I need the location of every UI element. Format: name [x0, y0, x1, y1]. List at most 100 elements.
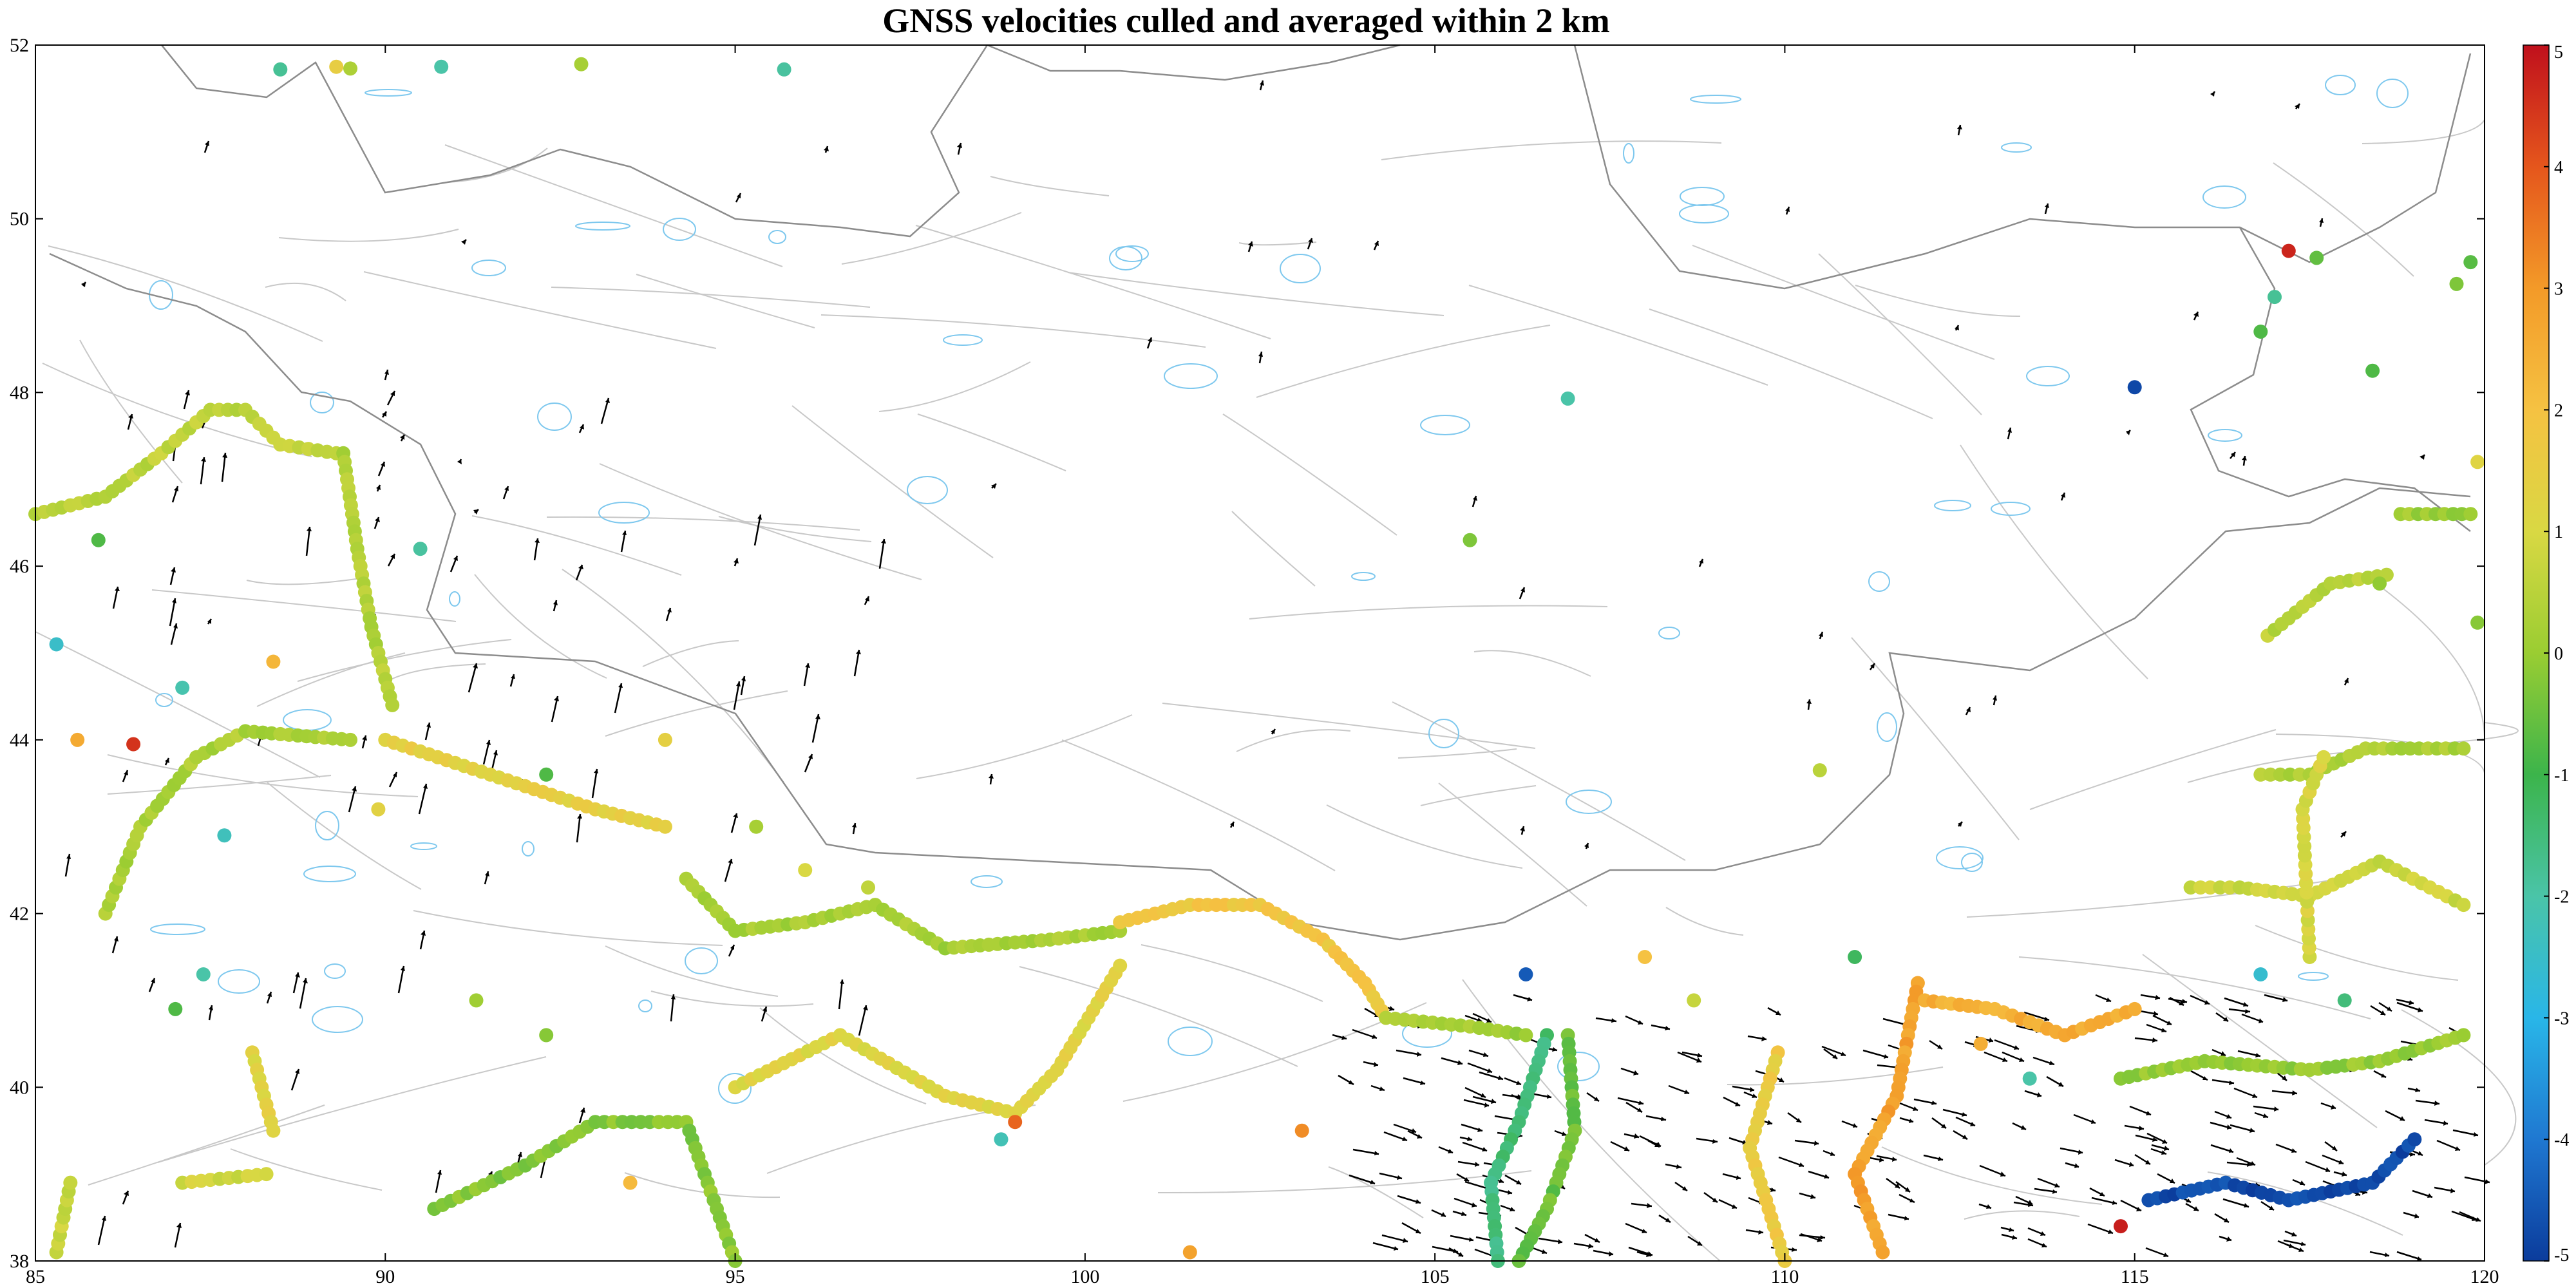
- border-line: [1573, 44, 2472, 290]
- fault-line: [1236, 729, 1351, 752]
- fault-line: [1256, 325, 1551, 398]
- velocity-arrowhead: [375, 517, 380, 522]
- velocity-arrowhead: [2152, 1037, 2157, 1043]
- velocity-arrowhead: [2041, 1243, 2047, 1247]
- velocity-arrowhead: [1417, 1134, 1422, 1139]
- velocity-arrowhead: [2224, 1218, 2229, 1222]
- velocity-arrowhead: [390, 554, 395, 559]
- velocity-arrow: [614, 683, 623, 714]
- velocity-arrowhead: [1732, 1204, 1737, 1209]
- velocity-arrowhead: [1469, 1237, 1473, 1242]
- gnss-point: [2470, 615, 2485, 630]
- gnss-point: [343, 732, 357, 747]
- velocity-arrowhead: [2108, 1229, 2113, 1234]
- velocity-arrowhead: [2243, 1002, 2248, 1007]
- velocity-arrowhead: [1483, 1052, 1488, 1057]
- velocity-arrowhead: [1806, 699, 1812, 704]
- velocity-arrowhead: [473, 663, 478, 668]
- y-tick-label: 50: [10, 209, 29, 230]
- fault-line: [820, 314, 1206, 348]
- velocity-arrowhead: [1552, 1047, 1557, 1052]
- velocity-arrowhead: [1588, 1244, 1593, 1249]
- velocity-arrowhead: [173, 623, 178, 629]
- fault-line: [878, 361, 1031, 412]
- velocity-arrowhead: [856, 650, 861, 654]
- velocity-arrowhead: [1547, 1094, 1551, 1099]
- gnss-point: [2022, 1071, 2037, 1086]
- velocity-arrowhead: [1712, 1139, 1718, 1144]
- velocity-arrowhead: [2054, 1183, 2060, 1188]
- velocity-arrowhead: [1646, 1252, 1651, 1257]
- velocity-arrowhead: [1595, 1238, 1600, 1242]
- colorbar-tick-label: -5: [2554, 1245, 2569, 1265]
- velocity-arrowhead: [1481, 1093, 1486, 1097]
- velocity-arrow: [1396, 1049, 1422, 1056]
- colorbar-tick-label: -1: [2554, 766, 2569, 786]
- velocity-arrowhead: [2182, 999, 2187, 1004]
- gnss-point: [2456, 898, 2471, 913]
- velocity-arrowhead: [2381, 1074, 2386, 1077]
- velocity-arrowhead: [1458, 1252, 1463, 1256]
- fault-line: [1964, 1210, 2080, 1220]
- velocity-arrowhead: [1895, 1183, 1900, 1188]
- velocity-arrowhead: [1638, 1101, 1643, 1105]
- gnss-point: [63, 1175, 78, 1190]
- velocity-arrow: [878, 538, 886, 569]
- fault-line: [1468, 285, 1768, 386]
- velocity-arrowhead: [2291, 1232, 2297, 1236]
- gnss-point: [798, 863, 813, 878]
- lake-outline: [1115, 245, 1149, 262]
- velocity-arrowhead: [1520, 826, 1525, 831]
- velocity-arrowhead: [1486, 1018, 1492, 1023]
- fault-line: [1238, 242, 1317, 246]
- velocity-arrowhead: [863, 1005, 868, 1010]
- fault-line: [1231, 511, 1316, 587]
- velocity-arrowhead: [2407, 1056, 2412, 1061]
- velocity-arrowhead: [1372, 1034, 1377, 1039]
- gnss-point: [126, 737, 141, 752]
- velocity-arrowhead: [2106, 998, 2111, 1002]
- velocity-arrowhead: [2091, 1119, 2096, 1124]
- velocity-arrowhead: [2012, 1235, 2017, 1240]
- fault-line: [551, 287, 871, 308]
- velocity-arrowhead: [2162, 1139, 2167, 1144]
- velocity-arrowhead: [1374, 1151, 1379, 1155]
- velocity-arrowhead: [957, 143, 962, 148]
- fault-line: [546, 516, 860, 531]
- velocity-arrowhead: [384, 370, 389, 375]
- lake-outline: [449, 591, 460, 607]
- velocity-arrowhead: [2049, 1061, 2054, 1065]
- border-line: [2190, 227, 2471, 532]
- velocity-arrowhead: [580, 424, 584, 430]
- velocity-arrowhead: [1776, 1010, 1781, 1015]
- velocity-arrowhead: [1879, 1157, 1884, 1162]
- velocity-arrowhead: [577, 814, 582, 819]
- colorbar-tick-label: 4: [2554, 158, 2563, 178]
- velocity-arrowhead: [382, 412, 386, 417]
- map-frame: [35, 44, 2485, 1262]
- velocity-arrowhead: [1609, 1251, 1613, 1256]
- velocity-arrow: [853, 649, 860, 677]
- velocity-arrowhead: [1676, 1164, 1681, 1169]
- lake-outline: [410, 842, 437, 850]
- gnss-point: [777, 62, 791, 77]
- velocity-arrowhead: [1633, 1070, 1638, 1075]
- fault-line: [2273, 162, 2414, 277]
- x-tick-label: 120: [2470, 1266, 2499, 1287]
- velocity-arrowhead: [2387, 1007, 2392, 1011]
- map-title: GNSS velocities culled and averaged with…: [882, 1, 1610, 40]
- velocity-arrowhead: [1884, 1054, 1888, 1059]
- velocity-arrowhead: [493, 750, 498, 755]
- velocity-arrowhead: [2163, 1253, 2168, 1257]
- fault-line: [650, 990, 814, 1007]
- gnss-point: [434, 59, 449, 74]
- fault-line: [1473, 650, 1591, 677]
- velocity-arrowhead: [1957, 125, 1962, 129]
- velocity-arrowhead: [2355, 1191, 2360, 1196]
- velocity-arrowhead: [2418, 1007, 2423, 1012]
- velocity-arrowhead: [2007, 428, 2012, 433]
- fault-line: [759, 1007, 927, 1104]
- velocity-arrowhead: [1796, 1118, 1801, 1122]
- velocity-arrowhead: [2409, 1000, 2414, 1005]
- fault-line: [297, 639, 512, 682]
